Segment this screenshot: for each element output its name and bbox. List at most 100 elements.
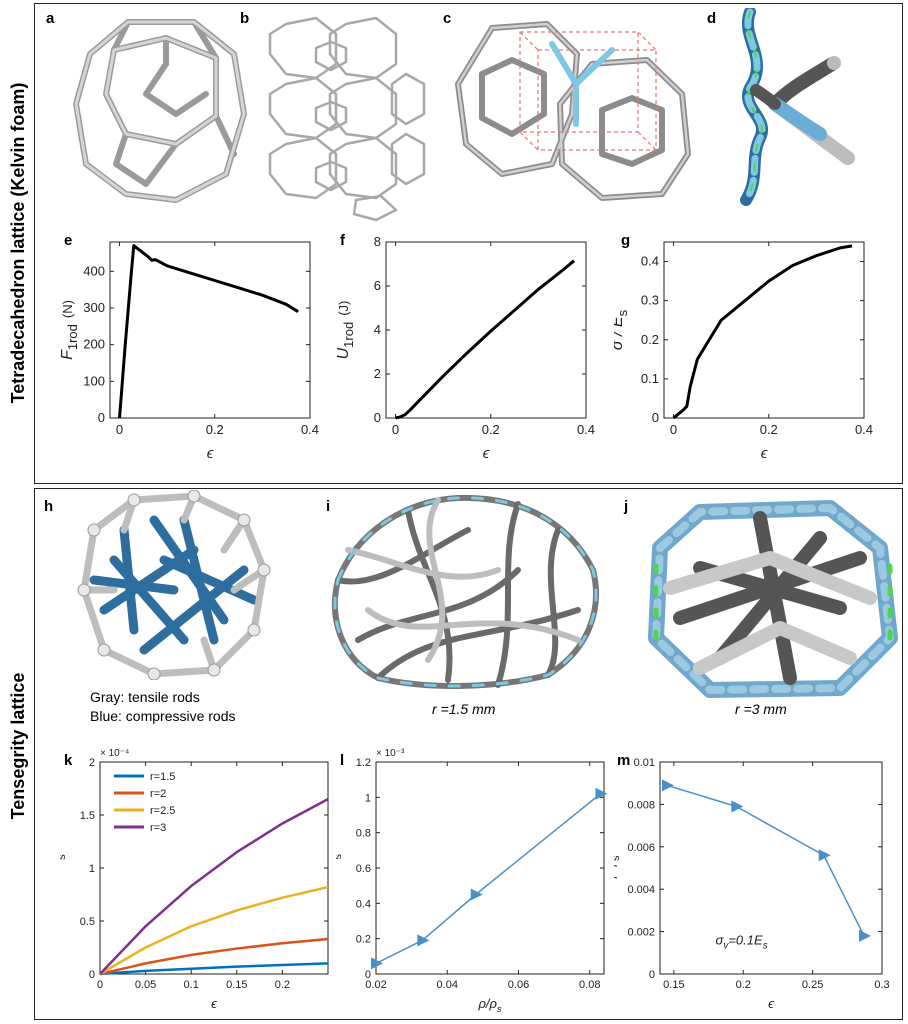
y-tick-label-g: 0.4 — [641, 254, 659, 269]
legend-k: r=1.5 r=2 r=2.5 r=3 — [114, 771, 175, 834]
plot-area-e — [109, 241, 311, 419]
y-tick-label-m: 0.004 — [627, 884, 655, 896]
series-line-k-0 — [99, 962, 329, 976]
y-tick-label-g: 0.3 — [641, 293, 659, 308]
x-tick-label-g: 0.2 — [760, 422, 778, 437]
y-tick-label-g: 0 — [652, 410, 659, 425]
x-tick-label-e: 0.4 — [301, 422, 319, 437]
panel-label-d: d — [707, 10, 717, 27]
y-tick-label-e: 0 — [98, 410, 105, 425]
panel-label-h: h — [44, 498, 54, 515]
i-caption: r =1.5 mm — [432, 701, 496, 717]
plot-area-m — [659, 761, 883, 975]
panel-label-j: j — [624, 498, 629, 515]
x-tick-label-k: 0 — [97, 979, 103, 991]
tensegrity-lattice-illustration — [77, 490, 271, 680]
x-axis-label-g: ϵ — [761, 445, 768, 462]
x-axis-label-sub-l: s — [497, 1004, 502, 1014]
y-axis-label-sub-l: s — [336, 853, 344, 859]
y-tick-label-f: 2 — [374, 366, 381, 381]
data-point-m — [731, 800, 744, 813]
y-tick-label-m: 0.008 — [627, 799, 655, 811]
y-tick-label-l: 0.2 — [356, 934, 371, 946]
bottom-section-title: Tensegrity lattice — [8, 672, 28, 820]
panel-label-i: i — [326, 498, 331, 515]
y-tick-label-e: 200 — [83, 337, 105, 352]
y-tick-label-l: 1.2 — [356, 757, 371, 769]
x-tick-label-m: 0.2 — [736, 979, 751, 991]
y-tick-label-l: 1 — [365, 792, 371, 804]
panel-label-g: g — [621, 232, 631, 249]
y-tick-label-f: 8 — [374, 234, 381, 249]
top-section-title: Tetradecahedron lattice (Kelvin foam) — [8, 82, 28, 404]
y-tick-label-m: 0.006 — [627, 842, 655, 854]
y-tick-label-l: 0 — [365, 969, 371, 981]
series-line-l-0 — [375, 793, 601, 965]
x-tick-label-f: 0.4 — [577, 422, 595, 437]
y-tick-label-l: 0.8 — [356, 828, 371, 840]
series-line-k-1 — [99, 937, 329, 976]
y-axis-unit-f: (J) — [336, 301, 351, 316]
x-axis-label-m: ϵ — [768, 996, 774, 1011]
series-line-k-2 — [99, 885, 329, 976]
x-tick-label-k: 0.2 — [275, 979, 290, 991]
y-scale-label-l: × 10⁻³ — [376, 748, 405, 759]
data-point-m — [818, 849, 831, 862]
y-axis-label-e: F1rod(N) — [60, 300, 80, 360]
panel-label-m: m — [617, 752, 631, 769]
y-tick-label-g: 0.1 — [641, 371, 659, 386]
y-axis-label-sub-k: s — [60, 854, 68, 860]
kelvin-cell-illustration — [73, 19, 247, 203]
x-tick-label-l: 0.02 — [365, 979, 386, 991]
series-line-f-0 — [395, 259, 576, 420]
plot-area-g — [663, 241, 865, 419]
y-tick-label-f: 4 — [374, 322, 381, 337]
y-tick-label-k: 2 — [89, 757, 95, 769]
y-tick-label-f: 0 — [374, 410, 381, 425]
x-tick-label-e: 0.2 — [206, 422, 224, 437]
annotation-sub-m: v — [723, 940, 729, 951]
x-tick-label-f: 0.2 — [482, 422, 500, 437]
panel-label-c: c — [443, 10, 452, 27]
y-tick-label-m: 0.002 — [627, 927, 655, 939]
x-tick-label-g: 0 — [670, 422, 677, 437]
top-section-frame — [34, 3, 903, 484]
legend-label-k: r=3 — [150, 822, 166, 834]
chart-l-modulus: 0.02 0.04 0.06 0.08 0 0.2 0.4 0.6 0.8 1 1.2 ρ/ρs E/E… — [336, 748, 608, 1014]
annotation-m: σv=0.1Es — [716, 932, 768, 951]
y-axis-label-g: σ / Es — [614, 309, 630, 350]
kelvin-lattice-illustration — [268, 16, 426, 222]
rod-junction-illustration — [740, 8, 855, 206]
data-point-m — [858, 929, 871, 942]
h-caption-line1: Gray: tensile rods — [90, 689, 200, 705]
x-axis-label-f: ϵ — [483, 445, 490, 462]
series-line-e-0 — [118, 244, 299, 419]
y-tick-label-g: 0.2 — [641, 332, 659, 347]
y-tick-label-k: 0.5 — [80, 916, 95, 928]
x-axis-label-e: ϵ — [207, 445, 214, 462]
panel-label-e: e — [64, 232, 73, 249]
y-axis-unit-e: (N) — [60, 300, 75, 318]
y-axis-label-f: U1rod(J) — [336, 301, 356, 360]
tensegrity-r15-illustration — [332, 494, 599, 689]
data-point-l — [371, 957, 383, 970]
y-tick-label-e: 400 — [83, 263, 105, 278]
chart-k-stress-radius: 0 0.05 0.1 0.15 0.2 0 0.5 1 1.5 2 ϵ σ/Es × 10⁻⁴ r=1.5… — [60, 748, 329, 1011]
y-axis-label-sub-e: 1rod — [65, 324, 80, 350]
annotation-rest-m: =0.1E — [728, 932, 763, 947]
x-axis-label-k: ϵ — [211, 996, 217, 1011]
x-axis-label-l: ρ/ρs — [477, 996, 502, 1014]
chart-g-stress: 0 0.2 0.4 0 0.1 0.2 0.3 0.4 ϵ σ / Es — [614, 241, 873, 462]
y-tick-label-m: 0 — [649, 969, 655, 981]
y-axis-label-m: ϕ/ϕs — [614, 855, 622, 880]
panel-label-b: b — [240, 10, 250, 27]
panel-label-l: l — [340, 752, 345, 769]
plot-area-l — [375, 761, 605, 975]
h-caption-line2: Blue: compressive rods — [90, 708, 236, 724]
data-point-l — [470, 888, 483, 901]
y-tick-label-l: 0.4 — [356, 898, 371, 910]
bottom-section-frame — [34, 488, 903, 1020]
legend-label-k: r=2 — [150, 788, 166, 800]
